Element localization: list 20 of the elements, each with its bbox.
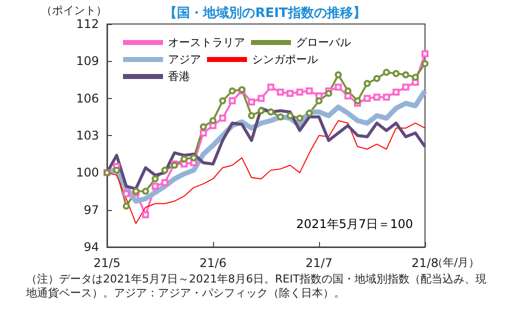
y-tick-label: 97: [84, 202, 99, 217]
text: （注）データは2021年5月7日～2021年8月6日。REIT指数の国・地域別指数（配当込み、現地通貨ベース）。アジア：アジア・パシフィック（除く日本）。: [25, 272, 487, 300]
legend-label: シンガポール: [252, 53, 318, 66]
y-tick-label: 103: [76, 128, 99, 142]
x-tick-label: 21/8: [412, 256, 438, 270]
legend-label: 香港: [168, 70, 190, 83]
y-tick-label: 112: [76, 17, 99, 31]
x-tick-label: 21/7: [306, 256, 332, 270]
annotation: 2021年5月7日＝100: [296, 217, 414, 231]
y-axis-title: （ポイント）: [41, 4, 107, 17]
y-tick-label: 94: [84, 240, 99, 254]
y-tick-label: 100: [76, 166, 99, 180]
x-tick-label: 21/5: [94, 256, 120, 270]
chart-title: 【国・地域別のREIT指数の推移】: [164, 5, 366, 21]
y-tick-label: 106: [76, 91, 99, 106]
legend-label: グローバル: [296, 36, 351, 49]
y-tick-label: 109: [76, 54, 99, 68]
x-tick-label: 21/6: [200, 256, 226, 270]
legend-label: アジア: [168, 53, 201, 66]
legend-label: オーストラリア: [168, 36, 245, 49]
